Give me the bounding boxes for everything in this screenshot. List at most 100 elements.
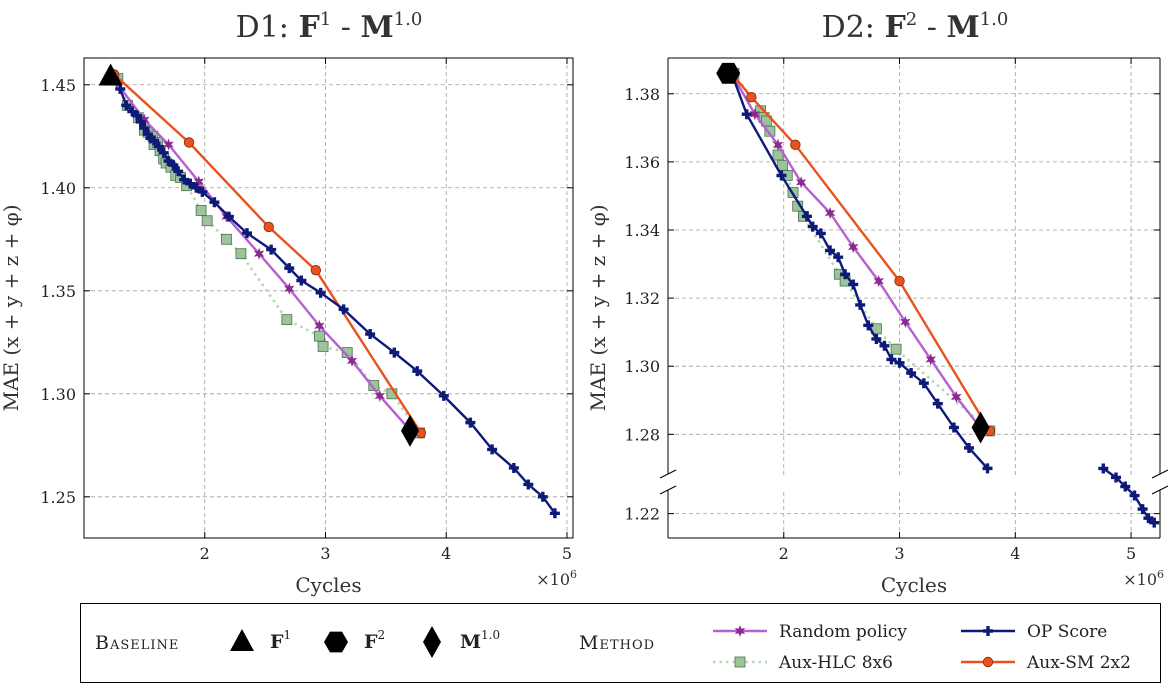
op-score-point-0: [115, 83, 126, 94]
y-tick-label-5: 1.36: [624, 153, 660, 172]
title-f-sup: 1: [320, 9, 331, 30]
op-score-point-35: [549, 508, 560, 519]
legend-baseline-sup-1: 2: [378, 628, 386, 642]
op-score-point-1: [121, 100, 132, 111]
op-score-point-19: [948, 422, 959, 433]
y-tick-label-2: 1.35: [40, 282, 76, 301]
op-score-point-23: [296, 275, 307, 286]
axis-break-mark-0: [659, 469, 677, 479]
random-policy-point-6: [284, 282, 295, 295]
y-tick-label-3: 1.40: [40, 179, 76, 198]
x-tick-label-2: 4: [1010, 544, 1020, 563]
x-multiplier-base: ×10: [536, 570, 570, 589]
title-f: F: [298, 10, 319, 45]
op-score-point-7: [145, 133, 156, 144]
axis-break-gap: [656, 475, 1172, 489]
op-score-point-15: [185, 178, 196, 189]
op-score-point-25: [1129, 490, 1140, 501]
random-policy-point-5: [253, 247, 265, 260]
baseline-hexagon-marker: [716, 62, 741, 84]
baseline-diamond-marker: [401, 414, 419, 447]
op-score-point-31: [487, 444, 498, 455]
aux-hlc-point-21: [317, 341, 329, 352]
legend: Baseline F1 F2 M1.0 Method Random policy Aux-H…: [80, 603, 1161, 683]
op-score-point-15: [894, 357, 905, 368]
op-score-point-20: [963, 442, 974, 453]
aux-sm-point-3: [894, 275, 905, 287]
op-score-point-25: [338, 304, 349, 315]
random-policy-point-2: [163, 138, 174, 151]
random-policy-point-4: [824, 206, 836, 220]
legend-baseline-sup-2: 1.0: [481, 628, 500, 642]
op-score-point-16: [191, 182, 202, 193]
legend-method-heading: Method: [579, 632, 655, 654]
y-tick-label-0: 1.25: [40, 488, 76, 507]
axis-break-mark-2: [1151, 469, 1169, 479]
aux-sm-point-1: [746, 91, 757, 103]
panel-title: D2: F2 - M1.0: [822, 9, 1009, 45]
op-score-point-17: [918, 378, 929, 389]
aux-hlc-point-6: [777, 159, 789, 171]
legend-baseline-heading: Baseline: [95, 632, 179, 654]
legend-triangle-marker: [230, 629, 254, 651]
op-score-point-5: [815, 228, 826, 239]
op-score-point-17: [197, 186, 208, 197]
legend-label-op: OP Score: [1027, 622, 1107, 642]
series-line-hlc-0: [116, 78, 421, 434]
series-hlc: [112, 73, 426, 439]
axis-frame: [83, 57, 574, 539]
random-policy-point-8: [925, 353, 937, 366]
op-score-point-33: [523, 479, 534, 490]
aux-hlc-point-legend: [734, 656, 746, 668]
aux-hlc-point-23: [368, 380, 380, 391]
baseline-diamond-marker: [971, 411, 990, 444]
grid: [84, 58, 573, 538]
op-score-point-12: [871, 333, 882, 344]
legend-label-hlc: Aux-HLC 8x6: [778, 653, 893, 673]
legend-label-sm: Aux-SM 2x2: [1026, 653, 1131, 673]
legend-baseline-sup-0: 1: [284, 628, 292, 642]
op-score-point-14: [886, 354, 897, 365]
op-score-point-26: [1137, 504, 1148, 515]
legend-label-random: Random policy: [779, 622, 907, 642]
random-policy-point-1: [749, 108, 761, 121]
y-axis-label: MAE (x + y + z + φ): [0, 204, 23, 411]
y-tick-label-3: 1.32: [624, 289, 660, 308]
op-score-point-4: [135, 116, 146, 127]
op-score-point-23: [1111, 472, 1122, 483]
op-score-point-6: [825, 245, 836, 256]
op-score-point-11: [163, 156, 174, 167]
title-m-sup: 1.0: [394, 9, 423, 30]
aux-sm-point-2: [790, 139, 801, 151]
op-score-point-24: [1120, 481, 1131, 492]
y-tick-label-0: 1.22: [624, 505, 660, 524]
op-score-point-8: [149, 135, 160, 146]
op-score-point-21: [266, 244, 277, 255]
aux-hlc-point-19: [281, 314, 293, 326]
y-tick-label-4: 1.45: [40, 76, 76, 95]
title-prefix: D2:: [822, 10, 885, 45]
series-line-hlc-0: [732, 72, 991, 432]
title-f: F: [884, 10, 905, 45]
random-policy-point-5: [847, 240, 859, 254]
x-multiplier-exp: 6: [570, 568, 577, 581]
op-score-point-5: [139, 123, 150, 134]
op-score-point-13: [173, 166, 184, 177]
op-score-point-10: [855, 299, 866, 310]
y-tick-label-4: 1.34: [624, 221, 660, 240]
aux-hlc-point-18: [235, 248, 247, 260]
op-score-point-30: [465, 417, 476, 428]
legend-diamond-marker: [423, 626, 441, 658]
panel-d1: 2 3 4 5 1.25 1.30 1.35 1.40 1.45 D1: F1 - M1.0 Cyc…: [0, 9, 577, 597]
title-m: M: [360, 10, 393, 45]
x-multiplier: ×106: [1123, 568, 1164, 589]
x-multiplier-base: ×10: [1123, 570, 1157, 589]
legend-baseline-label-0: F1: [270, 628, 291, 653]
random-policy-point-2: [772, 138, 784, 151]
op-score-point-6: [142, 129, 153, 140]
aux-sm-point-1: [183, 137, 195, 148]
x-tick-label-2: 4: [441, 544, 451, 563]
op-score-point-3: [132, 110, 143, 121]
